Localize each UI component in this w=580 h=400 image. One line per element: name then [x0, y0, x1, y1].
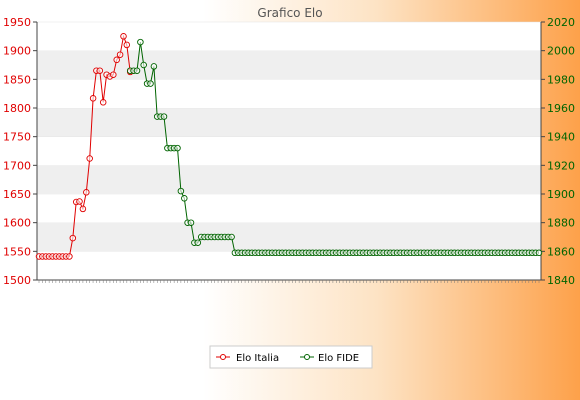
data-point-italia	[99, 99, 107, 106]
right-tick-label: 2020	[547, 16, 575, 29]
data-point-italia	[83, 189, 90, 196]
left-tick-label: 1850	[3, 73, 31, 86]
data-point-fide	[187, 219, 195, 226]
data-point-fide	[140, 61, 147, 69]
left-tick-label: 1550	[3, 245, 31, 258]
data-point-italia	[110, 71, 117, 78]
data-point-italia	[120, 33, 127, 40]
chart-title: Grafico Elo	[257, 6, 322, 20]
grid-band	[37, 194, 541, 223]
data-point-fide	[160, 113, 168, 120]
data-point-fide	[174, 144, 181, 152]
right-tick-label: 1900	[547, 188, 575, 201]
right-tick-label: 1980	[547, 73, 575, 86]
grid-band	[37, 222, 541, 252]
legend: Elo Italia Elo FIDE	[209, 345, 373, 369]
legend-marker-fide	[304, 354, 310, 360]
data-point-italia	[76, 198, 83, 205]
right-tick-label: 1860	[547, 245, 575, 258]
data-point-fide	[147, 80, 154, 87]
right-tick-label: 1920	[547, 159, 575, 172]
legend-box	[209, 345, 373, 369]
grid-band	[37, 136, 541, 166]
data-point-italia	[86, 155, 93, 162]
data-point-fide	[150, 63, 158, 70]
right-tick-label: 1840	[547, 274, 575, 287]
left-tick-label: 1700	[3, 159, 31, 172]
left-tick-label: 1500	[3, 274, 31, 287]
grid-band	[37, 165, 541, 194]
data-point-fide	[137, 38, 144, 46]
legend-label-fide: Elo FIDE	[318, 353, 359, 364]
left-tick-label: 1750	[3, 131, 31, 144]
left-tick-label: 1600	[3, 217, 31, 230]
data-point-fide	[177, 187, 185, 195]
grid-band	[37, 79, 541, 108]
data-point-fide	[133, 67, 141, 74]
data-point-italia	[66, 253, 73, 260]
data-point-fide	[535, 249, 543, 257]
grid-band	[37, 108, 541, 137]
data-point-italia	[113, 56, 120, 64]
right-tick-label: 1960	[547, 102, 575, 115]
data-point-fide	[181, 195, 188, 202]
legend-label-italia: Elo Italia	[236, 353, 279, 364]
right-tick-label: 2000	[547, 45, 575, 58]
left-tick-label: 1650	[3, 188, 31, 201]
data-point-fide	[194, 239, 202, 246]
data-point-fide	[228, 233, 235, 241]
data-point-italia	[69, 234, 77, 242]
right-tick-label: 1880	[547, 217, 575, 230]
right-tick-label: 1940	[547, 131, 575, 144]
plot-area: 1500 1550 1600 1650 1700 1750 1800 1850 1900 1950…	[3, 16, 575, 287]
data-point-italia	[79, 205, 87, 213]
legend-marker-italia	[220, 354, 226, 360]
left-tick-label: 1950	[3, 16, 31, 29]
data-point-italia	[89, 95, 97, 102]
grid-band	[37, 251, 541, 280]
data-point-italia	[96, 67, 104, 74]
data-point-italia	[123, 41, 131, 49]
grid-band	[37, 22, 541, 51]
left-tick-label: 1800	[3, 102, 31, 115]
left-tick-label: 1900	[3, 45, 31, 58]
data-point-italia	[116, 51, 124, 58]
